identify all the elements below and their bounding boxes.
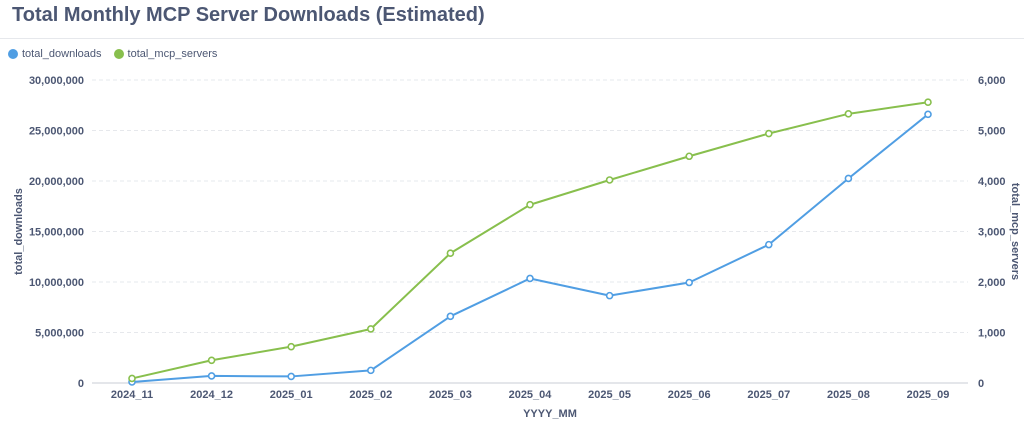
data-point-total_mcp_servers — [366, 325, 375, 333]
data-point-total_downloads — [605, 291, 614, 300]
x-tick-label: 2024_11 — [111, 389, 153, 401]
y-tick-label-left: 10,000,000 — [29, 277, 84, 289]
data-point-total_downloads — [685, 278, 694, 287]
data-point-total_downloads — [764, 240, 773, 249]
legend-dot-downloads — [8, 49, 18, 59]
data-point-total_downloads — [366, 366, 375, 375]
data-point-total_mcp_servers — [287, 342, 296, 351]
x-tick-label: 2024_12 — [190, 389, 233, 401]
y-axis-title-left: total_downloads — [13, 188, 25, 275]
y-axis-title-right: total_mcp_servers — [1009, 183, 1021, 280]
y-tick-label-left: 15,000,000 — [29, 227, 84, 239]
y-tick-label-left: 25,000,000 — [29, 126, 84, 138]
data-point-total_mcp_servers — [446, 249, 455, 258]
x-tick-label: 2025_03 — [429, 389, 472, 401]
x-tick-label: 2025_02 — [349, 389, 392, 401]
legend-label-downloads: total_downloads — [22, 48, 102, 60]
data-point-total_mcp_servers — [924, 98, 932, 107]
data-point-total_mcp_servers — [207, 356, 216, 365]
data-point-total_downloads — [924, 110, 932, 119]
y-tick-label-left: 30,000,000 — [29, 75, 84, 87]
data-point-total_mcp_servers — [685, 152, 694, 161]
title-divider — [0, 38, 1024, 39]
y-tick-label-right: 5,000 — [978, 126, 1006, 138]
y-tick-label-right: 1,000 — [978, 328, 1006, 340]
y-tick-label-right: 0 — [978, 378, 984, 390]
data-point-total_downloads — [207, 372, 216, 380]
x-tick-label: 2025_05 — [588, 389, 631, 401]
legend-label-servers: total_mcp_servers — [127, 48, 218, 60]
data-point-total_mcp_servers — [605, 176, 614, 184]
data-point-total_downloads — [526, 274, 534, 283]
data-point-total_mcp_servers — [128, 374, 136, 383]
legend-item-downloads[interactable]: total_downloads — [8, 48, 102, 60]
y-tick-label-left: 20,000,000 — [29, 176, 84, 188]
legend-dot-servers — [113, 49, 124, 59]
chart-title: Total Monthly MCP Server Downloads (Esti… — [12, 4, 485, 26]
x-tick-label: 2025_08 — [827, 389, 870, 401]
y-tick-label-left: 5,000,000 — [35, 328, 84, 340]
data-point-total_downloads — [844, 174, 853, 183]
x-tick-label: 2025_06 — [668, 389, 711, 401]
data-point-total_downloads — [446, 312, 455, 321]
series-line-total_mcp_servers — [131, 101, 929, 380]
x-tick-label: 2025_01 — [270, 389, 313, 401]
data-point-total_downloads — [287, 372, 296, 381]
x-tick-label: 2025_07 — [747, 389, 790, 401]
x-tick-label: 2025_09 — [907, 389, 950, 401]
y-tick-label-right: 6,000 — [978, 75, 1006, 87]
y-tick-label-right: 4,000 — [978, 176, 1006, 188]
y-tick-label-left: 0 — [78, 378, 84, 390]
legend-item-servers[interactable]: total_mcp_servers — [113, 48, 218, 60]
x-axis-title: YYYY_MM — [523, 408, 577, 420]
data-point-total_mcp_servers — [526, 200, 534, 209]
legend: total_downloads total_mcp_servers — [8, 48, 217, 60]
data-point-total_mcp_servers — [764, 129, 773, 138]
y-tick-label-right: 3,000 — [978, 227, 1006, 239]
x-tick-label: 2025_04 — [509, 389, 553, 401]
y-tick-label-right: 2,000 — [978, 277, 1006, 289]
data-point-total_mcp_servers — [844, 110, 853, 118]
series-line-total_downloads — [131, 113, 929, 383]
